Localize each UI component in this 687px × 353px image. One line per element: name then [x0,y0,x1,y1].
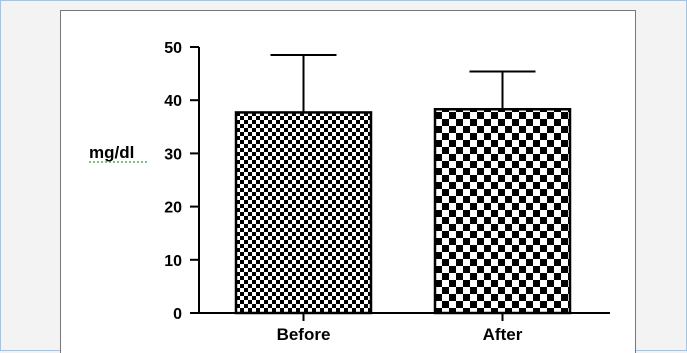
y-tick-label: 20 [164,200,182,217]
y-axis: 0 10 20 30 40 50 [164,40,200,323]
bar-after [433,107,572,315]
y-tick-label: 30 [164,146,182,163]
y-axis-title: mg/dl [89,143,134,162]
bars [234,107,572,315]
category-labels: Before After [277,325,523,344]
y-tick-label: 50 [164,40,182,57]
x-tick-label: After [483,325,523,344]
y-tick-label: 0 [173,306,182,323]
bar-before [234,111,373,315]
error-bars [270,53,536,113]
x-tick-label: Before [277,325,331,344]
y-tick-label: 10 [164,253,182,270]
y-tick-label: 40 [164,93,182,110]
